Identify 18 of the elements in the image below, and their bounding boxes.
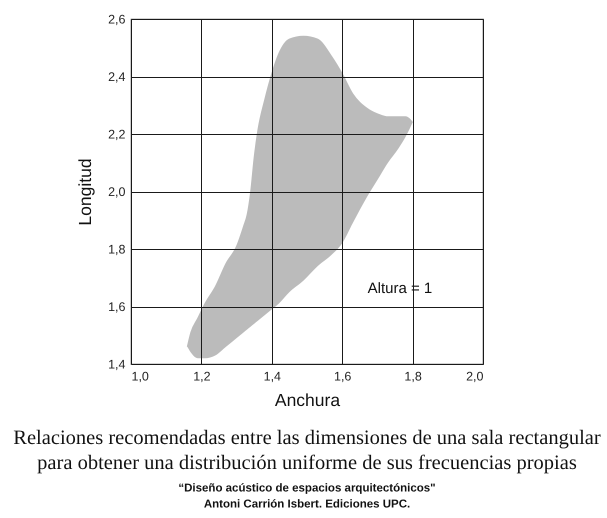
x-tick-label: 1,4 xyxy=(264,370,282,384)
text: Antoni Carrión Isbert. Ediciones UPC. xyxy=(204,498,410,510)
x-tick-label: 1,2 xyxy=(193,370,211,384)
text: “Diseño acústico de espacios arquitectónicos" xyxy=(178,482,436,494)
text: Relaciones recomendadas entre las dimensiones de una sala rectangular para obtener una distribución uniforme de sus frecuencias propias xyxy=(13,427,601,474)
x-tick-label: 1,8 xyxy=(404,370,422,384)
y-tick-label: 2,6 xyxy=(108,12,126,26)
y-axis-title: Longitud xyxy=(75,158,96,226)
y-tick-label: 1,8 xyxy=(108,242,126,256)
y-tick-label: 2,0 xyxy=(108,185,126,199)
x-tick-label: 1,0 xyxy=(132,370,149,384)
y-tick-label: 2,2 xyxy=(108,128,126,142)
y-tick-label: 1,4 xyxy=(108,358,126,372)
y-tick-label: 2,4 xyxy=(108,70,126,84)
x-tick-label: 2,0 xyxy=(466,370,484,384)
x-tick-label: 1,6 xyxy=(334,370,352,384)
x-axis-title: Anchura xyxy=(274,390,340,410)
y-tick-label: 1,6 xyxy=(108,300,126,314)
